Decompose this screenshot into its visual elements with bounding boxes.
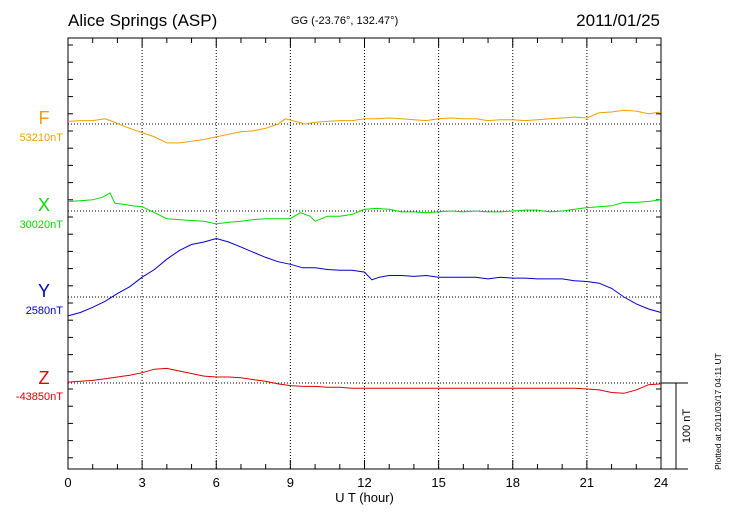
series-line-y — [67, 237, 662, 317]
series-name-z: Z — [39, 368, 50, 388]
series-baseline-y: 2580nT — [26, 305, 64, 317]
series-name-y: Y — [38, 281, 50, 301]
series-baseline-z: -43850nT — [16, 391, 63, 403]
series-name-f: F — [39, 108, 50, 128]
series-line-x — [67, 192, 662, 225]
chart-date: 2011/01/25 — [576, 11, 660, 30]
x-tick-label: 6 — [213, 475, 220, 490]
series-baseline-x: 30020nT — [20, 219, 64, 231]
station-coordinates: GG (-23.76°, 132.47°) — [291, 15, 399, 27]
series-name-x: X — [38, 195, 50, 215]
station-title: Alice Springs (ASP) — [68, 11, 218, 30]
x-tick-label: 15 — [431, 475, 445, 490]
x-tick-label: 12 — [357, 475, 371, 490]
x-tick-label: 24 — [654, 475, 668, 490]
x-tick-label: 9 — [287, 475, 294, 490]
scale-bar-label: 100 nT — [681, 409, 693, 444]
x-tick-label: 0 — [64, 475, 71, 490]
x-tick-label: 3 — [139, 475, 146, 490]
series-line-f — [67, 109, 662, 144]
plotted-timestamp-note: Plotted at 2011/03/17 04:11 UT — [713, 353, 723, 470]
x-tick-label: 21 — [580, 475, 594, 490]
x-tick-label: 18 — [506, 475, 520, 490]
series-baseline-f: 53210nT — [20, 132, 64, 144]
series-line-z — [67, 367, 662, 394]
x-axis-label: U T (hour) — [335, 490, 394, 505]
